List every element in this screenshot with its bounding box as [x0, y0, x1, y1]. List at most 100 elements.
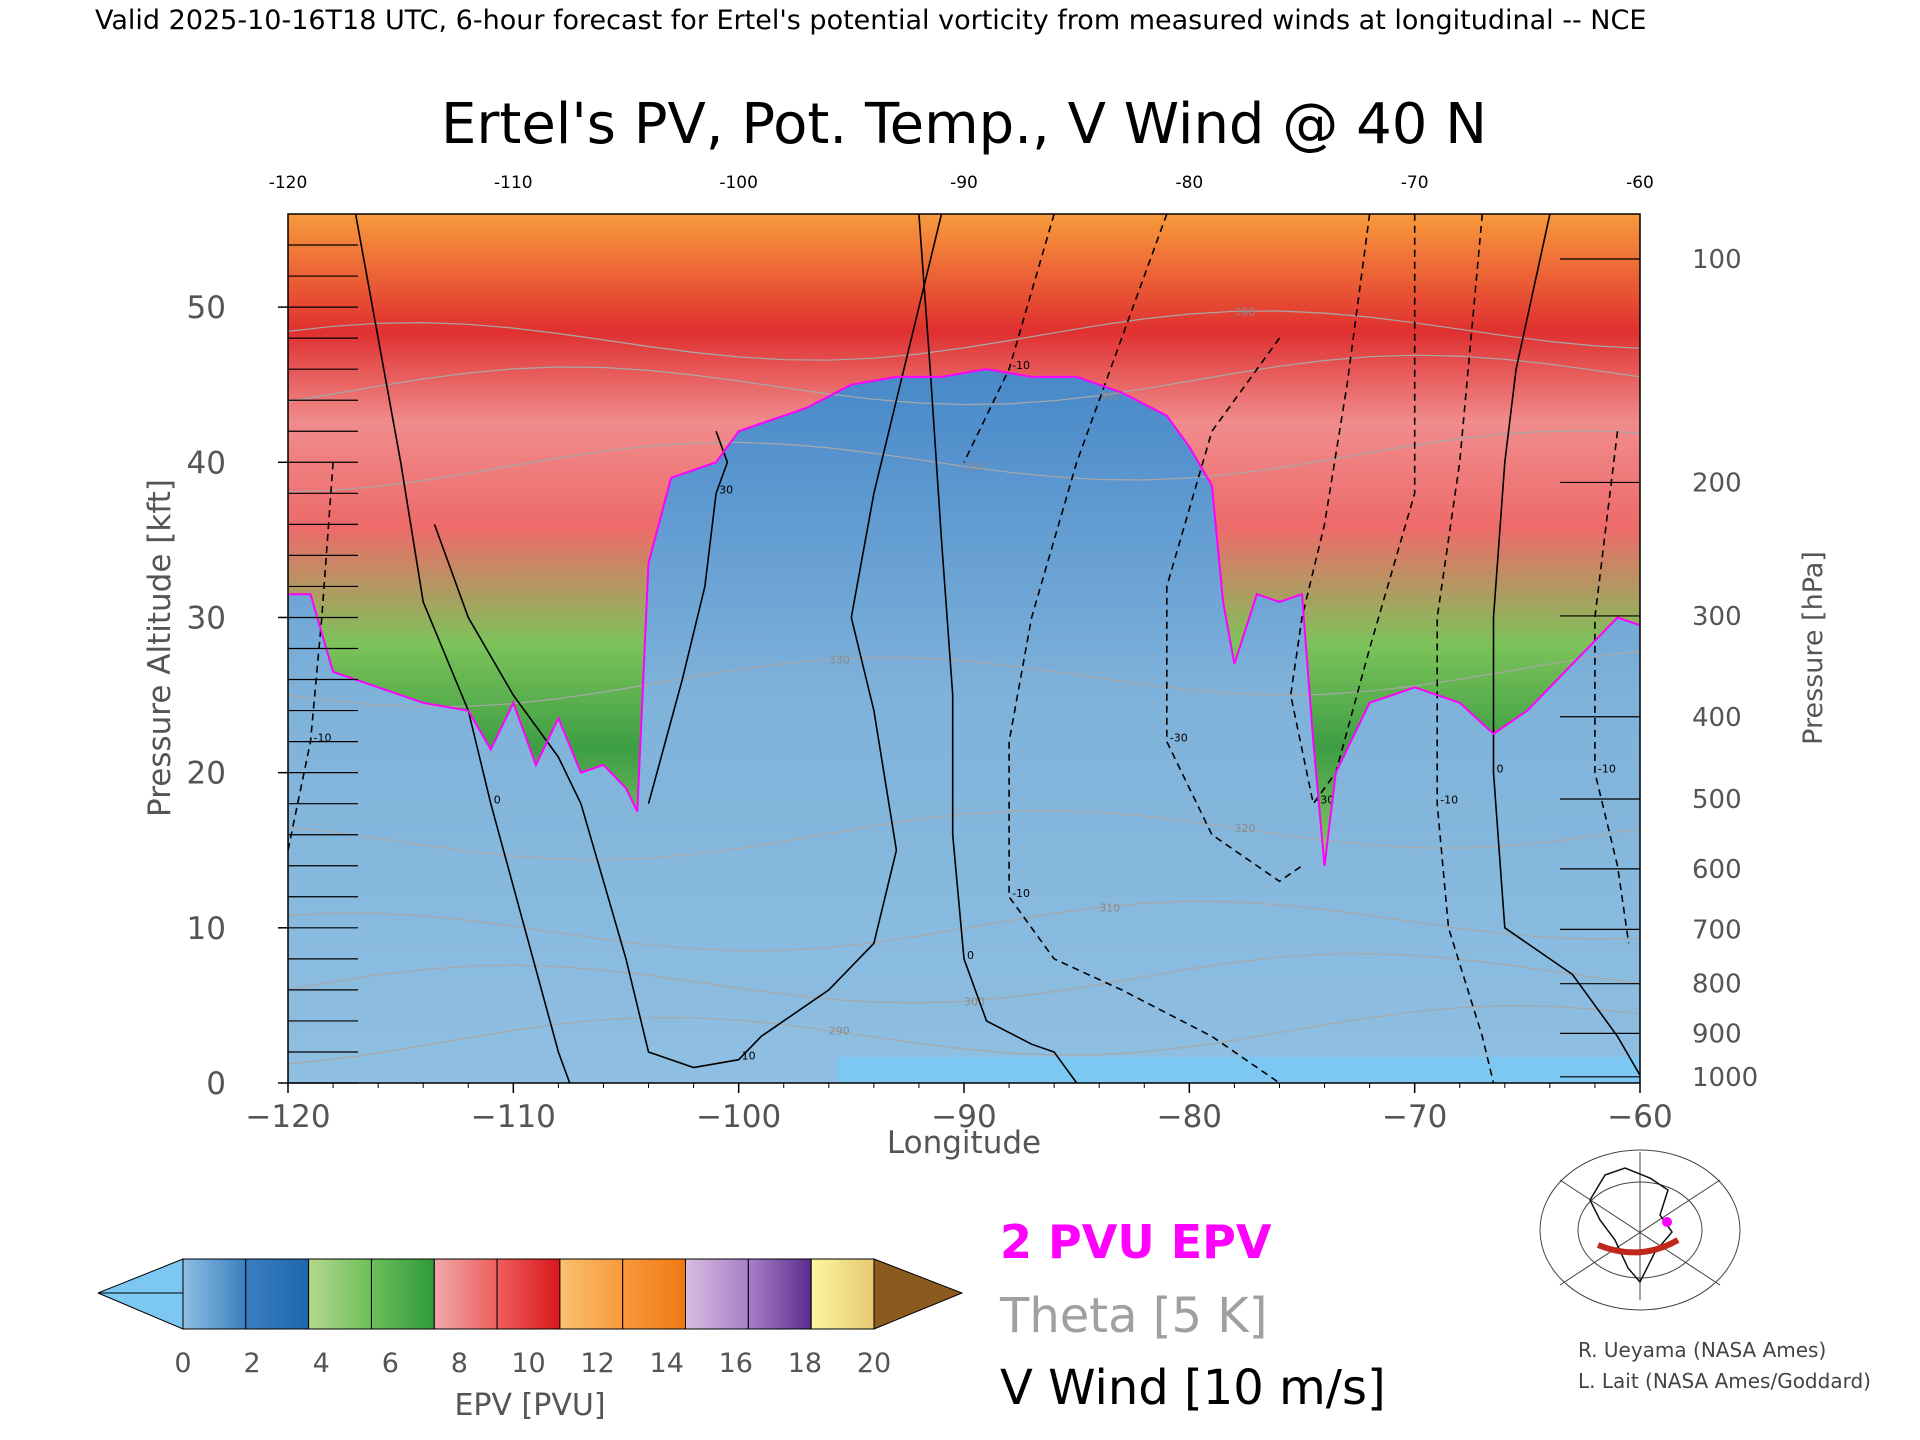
colorbar-tick-label: 8	[451, 1348, 468, 1379]
credit-line-2: L. Lait (NASA Ames/Goddard)	[1578, 1369, 1871, 1393]
y-tick-label: 30	[187, 600, 226, 636]
theta-contour-310	[288, 900, 1640, 952]
x-tick-label: −90	[931, 1099, 996, 1135]
pressure-tick-label: 400	[1692, 703, 1742, 733]
x-tick-label: −110	[471, 1099, 556, 1135]
v-wind-contour-label: -30	[1170, 732, 1188, 745]
y-tick-label: 0	[206, 1066, 226, 1102]
v-wind-contour-label: -10	[1012, 887, 1030, 900]
pressure-tick-label: 600	[1692, 855, 1742, 885]
v-wind-contour	[1166, 337, 1303, 883]
top-tick-label: -100	[719, 173, 758, 193]
v-wind-contour-label: -10	[1598, 763, 1616, 776]
v-wind-contour	[918, 214, 1078, 1083]
v-wind-contour-label: 0	[967, 949, 974, 962]
v-wind-contour-label: 10	[742, 1050, 756, 1063]
x-tick-label: −80	[1157, 1099, 1222, 1135]
colorbar-segment	[622, 1258, 687, 1330]
pressure-tick-label: 800	[1692, 970, 1742, 1000]
colorbar: 0 2 4 6 8 10 12 14 16 18 20 EPV [PVU]	[97, 1258, 964, 1423]
colorbar-segment	[371, 1258, 435, 1330]
pressure-tick-label: 1000	[1692, 1063, 1758, 1093]
top-tick-label: -120	[269, 173, 308, 193]
colorbar-segment	[245, 1258, 310, 1330]
colorbar-tick-label: 14	[650, 1348, 684, 1379]
y-axis-pressure: 100 200 300 400 500 600 700 800 900 1000	[1560, 245, 1758, 1093]
theta-contour-label: 320	[1234, 822, 1255, 835]
colorbar-segment	[747, 1258, 812, 1330]
theta-contour-label: 350	[964, 460, 985, 473]
theta-contour-label: 360	[1099, 390, 1120, 403]
v-wind-contour-label: 0	[494, 794, 501, 807]
y-axis-kft: 0 10 20 30 40 50	[187, 244, 358, 1102]
colorbar-tick-label: 2	[244, 1348, 261, 1379]
pressure-tick-label: 900	[1692, 1019, 1742, 1049]
colorbar-tick-label: 6	[382, 1348, 399, 1379]
top-tick-label: -60	[1626, 173, 1654, 193]
pressure-tick-label: 100	[1692, 245, 1742, 275]
colorbar-tick-labels: 0 2 4 6 8 10 12 14 16 18 20	[174, 1348, 891, 1379]
v-wind-contour	[1436, 214, 1495, 1083]
legend-2pvu: 2 PVU EPV	[1000, 1215, 1272, 1269]
v-wind-contour	[963, 214, 1055, 463]
legend: 2 PVU EPV Theta [5 K] V Wind [10 m/s]	[999, 1215, 1386, 1416]
top-tick-label: -80	[1175, 173, 1203, 193]
v-wind-contour	[1594, 431, 1630, 944]
x-tick-label: −60	[1607, 1099, 1672, 1135]
colorbar-segment	[308, 1258, 372, 1330]
colorbar-segments	[182, 1258, 875, 1330]
colorbar-segment	[433, 1258, 498, 1330]
colorbar-over-arrow	[873, 1258, 964, 1330]
top-tick-label: -70	[1401, 173, 1429, 193]
x-tick-label: −100	[696, 1099, 781, 1135]
colorbar-tick-label: 0	[174, 1348, 191, 1379]
two-pvu-line	[288, 368, 1640, 866]
colorbar-under-arrow	[97, 1292, 184, 1330]
colorbar-segment	[685, 1258, 749, 1330]
pressure-tick-label: 700	[1692, 915, 1742, 945]
colorbar-under-arrow-lower	[97, 1258, 184, 1294]
x-tick-label: −120	[245, 1099, 330, 1135]
v-wind-contours: 10 0 0 30 -10 -10 -30 -30 -10 -10 -10 0	[288, 214, 1640, 1083]
colorbar-tick-label: 18	[788, 1348, 822, 1379]
stratosphere-pv-field	[288, 214, 1640, 866]
x-axis: −120 −110 −100 −90 −80 −70 −60	[245, 1083, 1673, 1135]
colorbar-tick-label: 4	[313, 1348, 330, 1379]
theta-contour-300	[288, 952, 1640, 1004]
theta-contour-360	[288, 354, 1640, 406]
legend-v-wind: V Wind [10 m/s]	[1000, 1360, 1386, 1416]
pressure-tick-label: 500	[1692, 785, 1742, 815]
legend-theta: Theta [5 K]	[999, 1288, 1268, 1344]
v-wind-contour-label: -10	[1440, 794, 1458, 807]
colorbar-segment	[559, 1258, 624, 1330]
v-wind-contour	[647, 431, 729, 804]
top-tick-label: -110	[494, 173, 533, 193]
v-wind-contour-label: 30	[719, 483, 733, 496]
y-axis-left-label: Pressure Altitude [kft]	[142, 479, 178, 817]
theta-contour-label: 290	[829, 1025, 850, 1038]
theta-contour-label: 390	[1234, 305, 1255, 318]
pressure-tick-label: 300	[1692, 602, 1742, 632]
v-wind-contour-label: -10	[1012, 359, 1030, 372]
theta-contour-label: 300	[964, 995, 985, 1008]
v-wind-contour	[433, 214, 943, 1069]
y-axis-right-label: Pressure [hPa]	[1798, 551, 1829, 745]
v-wind-contour	[1008, 214, 1280, 1083]
v-wind-contour	[354, 214, 571, 1083]
surface-low-pv-band	[838, 1057, 1640, 1083]
colorbar-tick-label: 16	[719, 1348, 753, 1379]
credit-line-1: R. Ueyama (NASA Ames)	[1578, 1338, 1826, 1362]
v-wind-contour-label: -10	[314, 732, 332, 745]
theta-contour-label: 330	[829, 653, 850, 666]
colorbar-segment	[182, 1258, 247, 1330]
colorbar-segment	[810, 1258, 875, 1330]
v-wind-contour	[1492, 214, 1640, 1076]
colorbar-tick-label: 12	[580, 1348, 614, 1379]
x-axis-label: Longitude	[887, 1125, 1041, 1161]
y-tick-label: 40	[187, 445, 226, 481]
y-tick-label: 10	[187, 911, 226, 947]
chart-title: Ertel's PV, Pot. Temp., V Wind @ 40 N	[441, 92, 1487, 157]
theta-contour-290	[288, 1005, 1640, 1065]
